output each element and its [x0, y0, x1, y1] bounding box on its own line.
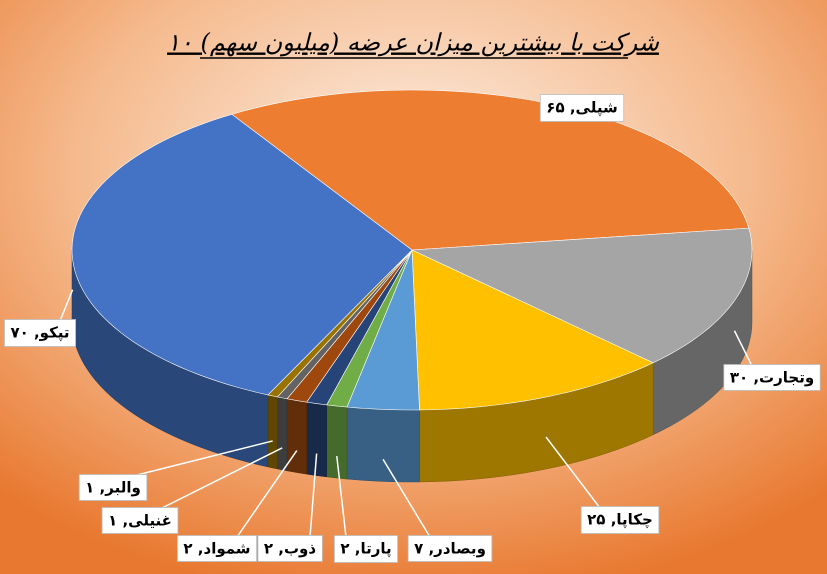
data-label: وبصادر, ۷ [414, 540, 486, 558]
slice-side [286, 398, 307, 475]
data-label-box [101, 507, 179, 534]
chart-title: ۱۰ شرکت با بیشترین میزان عرضه (میلیون سه… [167, 29, 660, 57]
data-label-group: وبصادر, ۷ [407, 535, 493, 562]
data-label-group: شپلی, ۶۵ [539, 94, 625, 122]
slice [346, 249, 420, 411]
data-label-group: وتجارت, ۳۰ [723, 364, 821, 391]
data-label-box [723, 364, 821, 391]
leader-line [159, 447, 283, 510]
leader-line [336, 455, 347, 538]
data-label-group: چکاپا, ۲۵ [580, 506, 660, 534]
slice-side [267, 394, 278, 470]
data-label-box [257, 535, 323, 562]
slice [71, 113, 413, 396]
leader-line [132, 440, 273, 477]
data-label-box [407, 535, 493, 562]
data-label-group: پارتا, ۲ [333, 535, 399, 563]
data-label: پارتا, ۲ [340, 540, 391, 559]
leader-line [382, 459, 431, 538]
slice-side [326, 404, 348, 480]
slice [411, 227, 753, 364]
data-label: ذوب, ۲ [264, 540, 316, 558]
data-label-group: ذوب, ۲ [257, 535, 323, 562]
data-label: والبر, ۱ [85, 479, 141, 497]
data-label-box [333, 535, 399, 563]
leader-line [733, 330, 753, 367]
data-label: غنیلی, ۱ [108, 512, 172, 530]
data-label-box [177, 535, 257, 562]
data-label-group: غنیلی, ۱ [101, 507, 179, 534]
leader-line [309, 453, 318, 538]
data-label: تپکو, ۷۰ [10, 324, 69, 343]
data-label-box [78, 474, 148, 501]
leader-line [545, 436, 601, 509]
data-label-box [580, 506, 660, 534]
data-label: وتجارت, ۳۰ [730, 369, 814, 387]
data-label-box [4, 319, 76, 347]
leader-line [59, 289, 74, 322]
slice-side [306, 401, 327, 478]
slice-side [277, 396, 288, 472]
data-label: چکاپا, ۲۵ [587, 511, 653, 530]
slice-side [346, 406, 420, 483]
data-label-group: والبر, ۱ [78, 474, 148, 501]
leader-line [236, 450, 298, 538]
data-label: شپلی, ۶۵ [546, 99, 617, 118]
data-label-group: تپکو, ۷۰ [4, 319, 76, 347]
data-label-box [539, 94, 625, 122]
data-label: شمواد, ۲ [183, 540, 250, 558]
data-label-group: شمواد, ۲ [177, 535, 257, 562]
slice [411, 249, 654, 411]
